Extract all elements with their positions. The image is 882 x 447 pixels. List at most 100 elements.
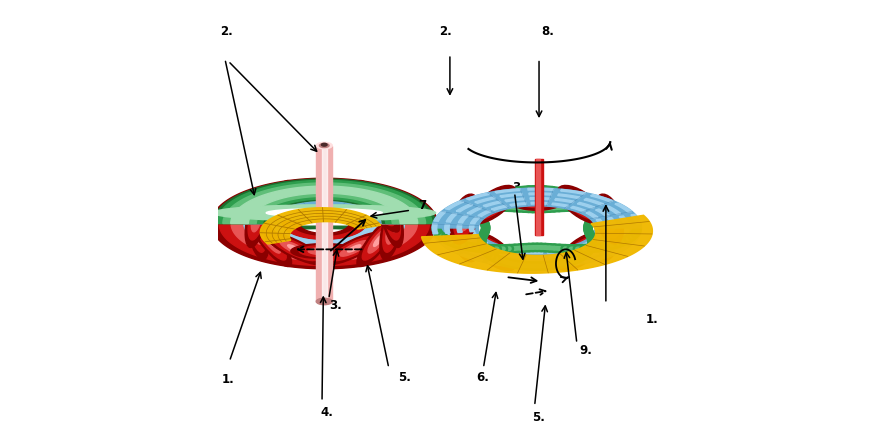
Ellipse shape bbox=[374, 235, 383, 246]
Ellipse shape bbox=[251, 203, 263, 232]
Ellipse shape bbox=[508, 188, 565, 210]
Ellipse shape bbox=[602, 225, 616, 249]
Text: 6.: 6. bbox=[476, 371, 490, 384]
Ellipse shape bbox=[458, 225, 472, 249]
Polygon shape bbox=[475, 197, 496, 203]
Polygon shape bbox=[499, 253, 519, 257]
Polygon shape bbox=[252, 195, 396, 224]
Ellipse shape bbox=[272, 186, 317, 211]
Polygon shape bbox=[488, 245, 503, 249]
Ellipse shape bbox=[468, 186, 516, 224]
Polygon shape bbox=[553, 263, 579, 267]
Polygon shape bbox=[617, 234, 627, 242]
Polygon shape bbox=[571, 207, 586, 211]
Text: 9.: 9. bbox=[579, 344, 592, 357]
Polygon shape bbox=[453, 242, 468, 250]
Ellipse shape bbox=[564, 237, 599, 266]
Text: 3.: 3. bbox=[329, 299, 341, 312]
Ellipse shape bbox=[450, 194, 479, 244]
Ellipse shape bbox=[386, 215, 397, 244]
Ellipse shape bbox=[523, 194, 550, 205]
Ellipse shape bbox=[363, 187, 394, 226]
Polygon shape bbox=[223, 224, 426, 264]
Ellipse shape bbox=[265, 182, 325, 215]
Ellipse shape bbox=[321, 143, 327, 146]
Ellipse shape bbox=[213, 226, 436, 242]
Ellipse shape bbox=[461, 214, 468, 224]
Polygon shape bbox=[530, 198, 549, 200]
Ellipse shape bbox=[475, 237, 510, 266]
Text: 1.: 1. bbox=[221, 373, 235, 386]
Ellipse shape bbox=[468, 232, 516, 270]
Ellipse shape bbox=[450, 212, 479, 262]
Polygon shape bbox=[252, 224, 397, 253]
Polygon shape bbox=[552, 203, 569, 207]
Polygon shape bbox=[478, 211, 491, 216]
Ellipse shape bbox=[325, 232, 385, 265]
Polygon shape bbox=[524, 256, 543, 258]
Ellipse shape bbox=[383, 195, 400, 240]
Ellipse shape bbox=[248, 195, 265, 240]
Ellipse shape bbox=[564, 190, 599, 219]
Polygon shape bbox=[547, 250, 564, 253]
Polygon shape bbox=[442, 244, 459, 253]
Ellipse shape bbox=[487, 200, 497, 209]
Ellipse shape bbox=[461, 232, 468, 242]
Ellipse shape bbox=[254, 221, 287, 260]
Polygon shape bbox=[456, 204, 473, 212]
Polygon shape bbox=[445, 224, 450, 233]
Polygon shape bbox=[488, 261, 513, 266]
Polygon shape bbox=[231, 186, 417, 224]
Polygon shape bbox=[601, 244, 617, 252]
Polygon shape bbox=[505, 198, 525, 202]
Polygon shape bbox=[460, 254, 483, 261]
Ellipse shape bbox=[458, 207, 472, 231]
Ellipse shape bbox=[557, 232, 605, 270]
Ellipse shape bbox=[249, 181, 292, 232]
Ellipse shape bbox=[454, 200, 475, 238]
Polygon shape bbox=[624, 223, 629, 232]
Polygon shape bbox=[459, 215, 468, 223]
Polygon shape bbox=[422, 215, 653, 273]
Polygon shape bbox=[592, 242, 607, 249]
Ellipse shape bbox=[340, 240, 369, 256]
Ellipse shape bbox=[291, 188, 358, 203]
Ellipse shape bbox=[481, 195, 504, 214]
Polygon shape bbox=[595, 209, 609, 216]
Ellipse shape bbox=[606, 232, 612, 242]
Ellipse shape bbox=[363, 221, 394, 260]
Ellipse shape bbox=[260, 194, 280, 219]
Polygon shape bbox=[636, 222, 641, 232]
Polygon shape bbox=[500, 194, 522, 198]
Polygon shape bbox=[615, 203, 632, 212]
Polygon shape bbox=[433, 232, 443, 241]
Polygon shape bbox=[470, 230, 478, 237]
Polygon shape bbox=[605, 206, 621, 214]
Polygon shape bbox=[231, 224, 418, 261]
Polygon shape bbox=[619, 216, 628, 225]
Text: 3.: 3. bbox=[512, 181, 525, 194]
Ellipse shape bbox=[380, 199, 403, 260]
Ellipse shape bbox=[374, 201, 383, 212]
Polygon shape bbox=[527, 188, 554, 190]
Ellipse shape bbox=[570, 242, 593, 261]
Ellipse shape bbox=[245, 199, 269, 260]
Polygon shape bbox=[467, 207, 482, 214]
Ellipse shape bbox=[248, 207, 265, 252]
Ellipse shape bbox=[454, 218, 475, 256]
Ellipse shape bbox=[389, 211, 394, 224]
Ellipse shape bbox=[515, 249, 558, 265]
Polygon shape bbox=[446, 214, 457, 222]
Polygon shape bbox=[536, 159, 541, 235]
Polygon shape bbox=[551, 258, 574, 262]
Polygon shape bbox=[594, 232, 603, 239]
Polygon shape bbox=[458, 231, 466, 238]
Polygon shape bbox=[557, 194, 580, 198]
Polygon shape bbox=[249, 224, 400, 254]
Text: 8.: 8. bbox=[542, 25, 554, 38]
Ellipse shape bbox=[594, 212, 624, 262]
Polygon shape bbox=[605, 233, 616, 240]
Polygon shape bbox=[244, 224, 405, 256]
Polygon shape bbox=[584, 198, 604, 205]
Ellipse shape bbox=[280, 240, 309, 256]
